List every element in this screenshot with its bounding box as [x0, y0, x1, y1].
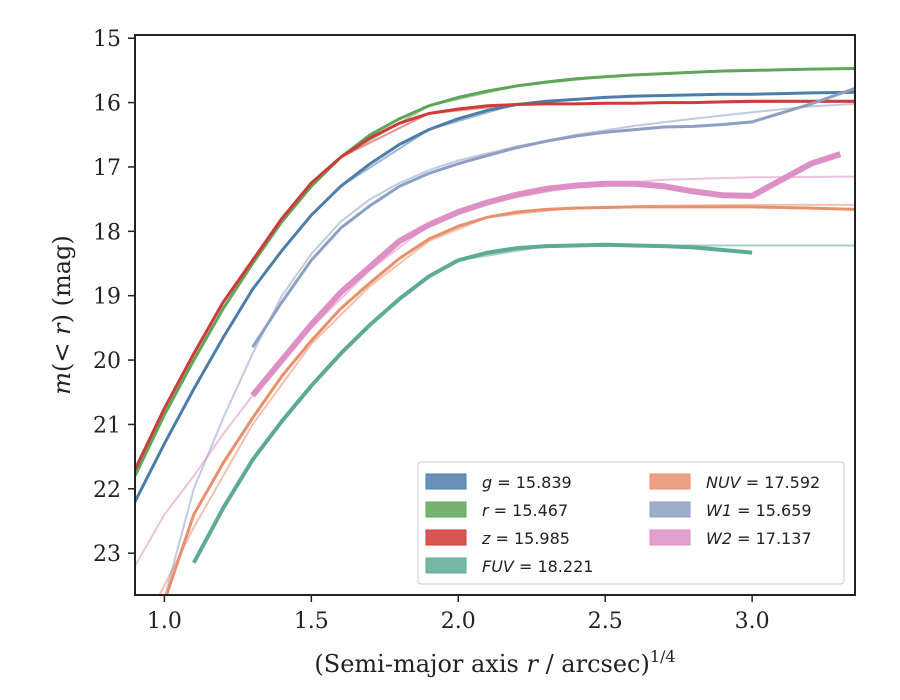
legend-swatch-nuv: [649, 473, 691, 490]
x-axis-label: (Semi-major axis r / arcsec)1/4: [314, 647, 675, 678]
y-axis-label-var: < r: [48, 322, 76, 363]
legend-swatch-fuv: [425, 557, 467, 574]
y-tick-label: 21: [93, 413, 121, 438]
legend-swatch-r: [425, 501, 467, 518]
series-curve-r: [135, 67, 855, 477]
x-axis-label-main: (Semi-major axis: [314, 650, 526, 678]
y-tick-label: 22: [93, 478, 121, 503]
y-axis-label-m: m: [48, 372, 76, 395]
x-axis-label-exp: 1/4: [650, 647, 676, 666]
y-tick-label: 20: [93, 349, 121, 374]
legend-swatch-z: [425, 529, 467, 546]
legend-label-g: g = 15.839: [482, 473, 572, 492]
series-curve-w1: [251, 86, 855, 349]
x-axis-label-rest: / arcsec): [538, 650, 650, 678]
legend-label-fuv: FUV = 18.221: [482, 557, 593, 576]
model-curve-nuv: [158, 203, 855, 595]
curves-layer: [135, 67, 855, 595]
legend-label-w2: W2 = 17.137: [706, 529, 812, 548]
legend-swatch-w1: [649, 501, 691, 518]
y-axis-label-open: (: [48, 363, 76, 372]
series-curve-g: [135, 90, 855, 503]
x-tick-label: 2.5: [588, 609, 623, 634]
series-curve-fuv: [192, 242, 753, 564]
legend-label-w1: W1 = 15.659: [706, 501, 812, 520]
series-curve-nuv: [164, 205, 855, 595]
model-curve-g: [339, 91, 855, 188]
y-axis-label-close: ) (mag): [48, 235, 76, 323]
legend-label-z: z = 15.985: [481, 529, 570, 548]
x-axis: 1.0 1.5 2.0 2.5 3.0: [147, 595, 770, 634]
legend-label-r: r = 15.467: [482, 501, 568, 520]
y-tick-label: 23: [93, 542, 121, 567]
legend-box: [417, 461, 845, 585]
model-curve-w1: [164, 102, 855, 595]
legend-swatch-g: [425, 473, 467, 490]
x-tick-label: 1.5: [294, 609, 329, 634]
y-axis-label: m(< r) (mag): [48, 235, 76, 395]
y-tick-label: 16: [93, 92, 121, 117]
series-curve-z: [135, 99, 855, 471]
y-axis: 15 16 17 18 19 20 21 22 23: [93, 27, 135, 567]
x-tick-label: 1.0: [147, 609, 182, 634]
y-tick-label: 18: [93, 220, 121, 245]
legend-swatch-w2: [649, 529, 691, 546]
y-tick-label: 17: [93, 156, 121, 181]
series-curve-w2: [250, 151, 842, 398]
plot-frame: [134, 34, 856, 596]
legend-label-nuv: NUV = 17.592: [706, 473, 820, 492]
legend: g = 15.839 r = 15.467 z = 15.985 FUV = 18.2…: [417, 461, 845, 585]
y-tick-label: 19: [93, 285, 121, 310]
y-tick-label: 15: [93, 27, 121, 52]
x-tick-label: 3.0: [735, 609, 770, 634]
x-tick-label: 2.0: [441, 609, 476, 634]
x-axis-label-var: r: [526, 650, 539, 678]
